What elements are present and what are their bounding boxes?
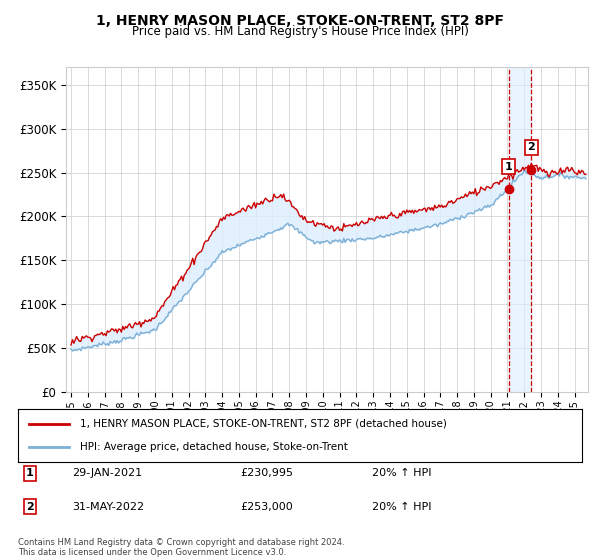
Text: HPI: Average price, detached house, Stoke-on-Trent: HPI: Average price, detached house, Stok… bbox=[80, 442, 348, 452]
Text: £230,995: £230,995 bbox=[240, 468, 293, 478]
Bar bbox=[509, 67, 531, 392]
Text: 29-JAN-2021: 29-JAN-2021 bbox=[72, 468, 142, 478]
Text: Contains HM Land Registry data © Crown copyright and database right 2024.
This d: Contains HM Land Registry data © Crown c… bbox=[18, 538, 344, 557]
Text: 20% ↑ HPI: 20% ↑ HPI bbox=[372, 502, 431, 512]
Text: 2: 2 bbox=[527, 142, 535, 152]
Text: 1, HENRY MASON PLACE, STOKE-ON-TRENT, ST2 8PF: 1, HENRY MASON PLACE, STOKE-ON-TRENT, ST… bbox=[96, 14, 504, 28]
Text: Price paid vs. HM Land Registry's House Price Index (HPI): Price paid vs. HM Land Registry's House … bbox=[131, 25, 469, 38]
Text: £253,000: £253,000 bbox=[240, 502, 293, 512]
Text: 1: 1 bbox=[26, 468, 34, 478]
Text: 1, HENRY MASON PLACE, STOKE-ON-TRENT, ST2 8PF (detached house): 1, HENRY MASON PLACE, STOKE-ON-TRENT, ST… bbox=[80, 419, 447, 429]
Text: 2: 2 bbox=[26, 502, 34, 512]
Text: 31-MAY-2022: 31-MAY-2022 bbox=[72, 502, 144, 512]
Text: 20% ↑ HPI: 20% ↑ HPI bbox=[372, 468, 431, 478]
Text: 1: 1 bbox=[505, 162, 512, 172]
